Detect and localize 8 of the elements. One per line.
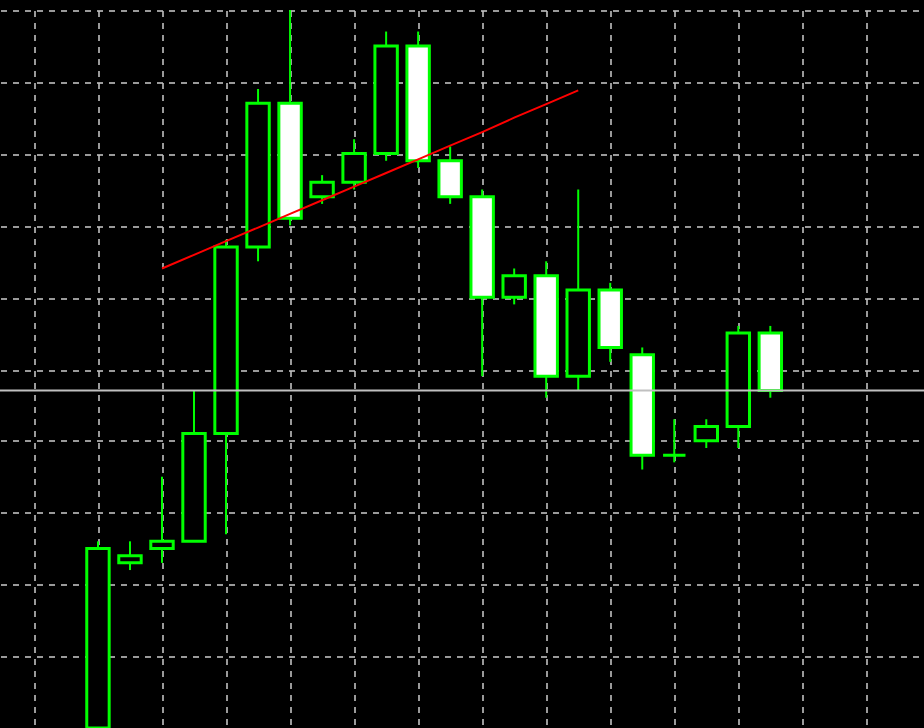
candlestick [309, 174, 335, 205]
candlestick [693, 418, 719, 449]
candlestick [341, 138, 367, 191]
candlestick [501, 267, 527, 306]
candlestick [437, 145, 463, 205]
candlestick [661, 418, 687, 464]
candlestick [117, 540, 143, 572]
candlestick [149, 475, 175, 564]
